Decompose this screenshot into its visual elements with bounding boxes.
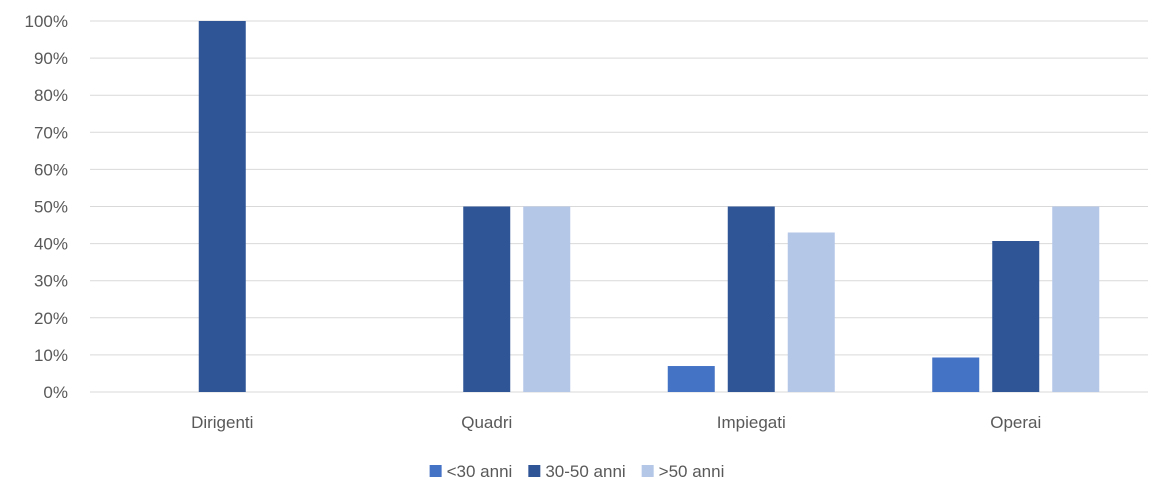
x-axis-category-labels: Dirigenti Quadri Impiegati Operai xyxy=(191,413,1041,432)
y-tick-label: 0% xyxy=(43,383,68,402)
y-axis-tick-labels: 0% 10% 20% 30% 40% 50% 60% 70% 80% 90% 100% xyxy=(25,12,68,402)
legend: <30 anni 30-50 anni >50 anni xyxy=(429,462,725,481)
x-category-label: Dirigenti xyxy=(191,413,253,432)
legend-label: >50 anni xyxy=(659,462,725,481)
y-tick-label: 10% xyxy=(34,346,68,365)
bar-operai-series-0 xyxy=(932,357,980,392)
bar-impiegati-series-0 xyxy=(667,366,715,392)
y-tick-label: 20% xyxy=(34,309,68,328)
y-tick-label: 50% xyxy=(34,198,68,217)
x-category-label: Operai xyxy=(990,413,1041,432)
y-tick-label: 40% xyxy=(34,235,68,254)
bar-impiegati-series-2 xyxy=(787,232,835,392)
y-tick-label: 70% xyxy=(34,123,68,142)
legend-label: 30-50 anni xyxy=(545,462,625,481)
bar-quadri-series-2 xyxy=(523,206,571,392)
x-category-label: Quadri xyxy=(461,413,512,432)
bar-quadri-series-1 xyxy=(463,206,511,392)
y-tick-label: 80% xyxy=(34,86,68,105)
y-tick-label: 90% xyxy=(34,49,68,68)
gridlines xyxy=(90,20,1148,393)
y-tick-label: 100% xyxy=(25,12,68,31)
legend-swatch xyxy=(641,465,654,477)
bar-impiegati-series-1 xyxy=(727,206,775,392)
legend-swatch xyxy=(528,465,541,477)
x-category-label: Impiegati xyxy=(717,413,786,432)
bar-operai-series-1 xyxy=(992,241,1040,392)
bar-operai-series-2 xyxy=(1052,206,1100,392)
legend-label: <30 anni xyxy=(447,462,513,481)
bar-dirigenti-series-1 xyxy=(198,21,246,392)
y-tick-label: 60% xyxy=(34,160,68,179)
legend-swatch xyxy=(429,465,442,477)
bars xyxy=(198,21,1100,392)
y-tick-label: 30% xyxy=(34,272,68,291)
